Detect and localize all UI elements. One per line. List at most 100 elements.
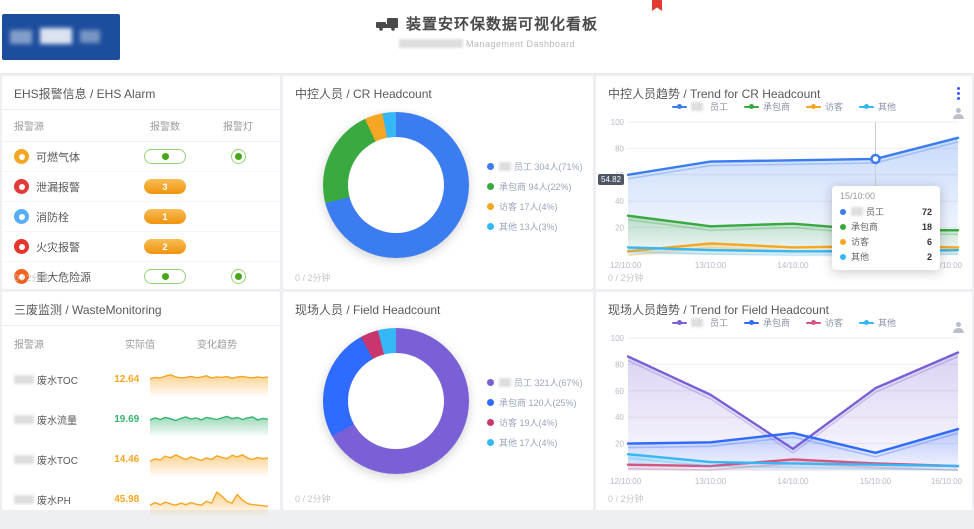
legend-marker: [671, 103, 687, 109]
alarm-count-pill: [144, 149, 186, 164]
page-title: 装置安环保数据可视化看板: [405, 16, 598, 33]
monitor-value: 12.64: [114, 373, 140, 385]
redacted-text: [14, 414, 34, 424]
donut-chart[interactable]: [323, 328, 469, 474]
legend-item[interactable]: 其他: [859, 316, 896, 329]
legend-marker: [859, 103, 875, 109]
alarm-count-pill: [144, 269, 186, 284]
sparkline: [150, 522, 268, 529]
svg-text:16/10:00: 16/10:00: [931, 261, 963, 270]
legend-label: 访客 19人(4%): [499, 418, 558, 428]
alarm-source-name: 泄漏报警: [36, 181, 80, 194]
legend-item[interactable]: 员工 321人(67%): [487, 376, 583, 389]
redacted-text: [690, 102, 703, 111]
alarm-source-icon: [14, 209, 29, 224]
legend-label: 访客: [825, 102, 844, 112]
legend-item[interactable]: 其他 13人(3%): [487, 220, 583, 233]
donut-chart[interactable]: [323, 112, 469, 258]
tooltip-header: 15/10:00: [840, 191, 876, 201]
tooltip-value: 18: [921, 221, 932, 232]
red-flag-icon: [652, 0, 662, 11]
redacted-text: [14, 494, 34, 504]
alarm-source-name: 重大危险源: [36, 271, 91, 284]
monitor-name: 废水流量: [14, 412, 103, 427]
svg-text:14/10:00: 14/10:00: [777, 477, 809, 486]
legend-dot: [487, 439, 494, 446]
user-icon[interactable]: [953, 322, 964, 333]
table-row: 消防栓 1: [2, 202, 280, 232]
legend-item[interactable]: 承包商 94人(22%): [487, 180, 583, 193]
alarm-light-icon: [230, 149, 246, 164]
tooltip-row: 员工 72: [840, 204, 932, 219]
legend-item[interactable]: 承包商: [743, 100, 790, 113]
user-icon[interactable]: [953, 108, 964, 119]
svg-text:12/10:00: 12/10:00: [610, 477, 642, 486]
svg-text:100: 100: [611, 334, 625, 343]
alarm-light-cell: [208, 149, 268, 164]
svg-text:12/10:00: 12/10:00: [610, 261, 642, 270]
table-row: 可燃气体: [2, 142, 280, 172]
refresh-countdown: 0 / 2分钟: [14, 273, 50, 283]
panel-title: 中控人员趋势 / Trend for CR Headcount: [608, 87, 821, 101]
legend-dot: [840, 238, 846, 245]
legend-item[interactable]: 员工: [671, 100, 728, 113]
field-trend-chart[interactable]: 20 40 60 80 100 12/10:00 13/10:00 14/10:00 15/10…: [608, 330, 964, 490]
redacted-text: [398, 39, 463, 48]
panel-ehs-alarm: EHS报警信息 / EHS Alarm 报警源 报警数 报警灯 可燃气体 泄漏报警…: [2, 76, 280, 292]
refresh-countdown: 0 / 2分钟: [295, 273, 331, 283]
svg-text:15/10:00: 15/10:00: [860, 477, 892, 486]
table-row: 废水TOC 14.46: [2, 439, 280, 479]
table-row: 泄漏报警 3: [2, 172, 280, 202]
monitor-trend: [150, 482, 268, 516]
legend-dot: [487, 399, 494, 406]
table-row: 废水TOC 12.64: [2, 359, 280, 399]
legend-dot: [487, 203, 494, 210]
legend-item[interactable]: 员工 304人(71%): [487, 160, 583, 173]
svg-text:40: 40: [615, 197, 624, 206]
legend-label: 其他: [878, 318, 897, 328]
legend-dot: [487, 163, 494, 170]
company-logo: [2, 14, 120, 60]
legend-item[interactable]: 访客 19人(4%): [487, 416, 583, 429]
alarm-source-icon: [14, 239, 29, 254]
panel-title: EHS报警信息 / EHS Alarm: [2, 76, 280, 110]
chart-legend: 员工 321人(67%) 承包商 120人(25%) 访客 19人(4%) 其他 17…: [487, 376, 583, 449]
tooltip-label: 其他: [851, 252, 870, 262]
legend-item[interactable]: 访客: [806, 100, 843, 113]
alarm-light-cell: [208, 269, 268, 284]
alarm-count-cell: 2: [122, 239, 208, 254]
tooltip-value: 72: [921, 206, 932, 217]
svg-text:80: 80: [615, 144, 624, 153]
panel-title: 中控人员 / CR Headcount: [295, 87, 432, 101]
green-dot: [161, 153, 169, 160]
legend-item[interactable]: 承包商 120人(25%): [487, 396, 583, 409]
chart-legend: 员工 304人(71%) 承包商 94人(22%) 访客 17人(4%) 其他 13人…: [487, 160, 583, 233]
tooltip-label: 承包商: [851, 222, 879, 232]
legend-item[interactable]: 其他: [859, 100, 896, 113]
monitor-trend: [150, 402, 268, 436]
legend-item[interactable]: 承包商: [743, 316, 790, 329]
tooltip-rows: 员工 72 承包商 18 访客 6 其他 2: [840, 204, 932, 264]
monitor-value: 45.98: [114, 493, 140, 505]
kebab-menu-icon[interactable]: [954, 84, 963, 103]
redacted-text: [499, 378, 511, 387]
legend-item[interactable]: 访客: [806, 316, 843, 329]
table-row: 废水流量 19.69: [2, 399, 280, 439]
legend-dot: [487, 419, 494, 426]
tooltip-value: 6: [926, 236, 932, 247]
legend-item[interactable]: 其他 17人(4%): [487, 436, 583, 449]
monitor-name: 废水PH: [14, 492, 103, 507]
redacted-text: [851, 207, 863, 216]
legend-item[interactable]: 访客 17人(4%): [487, 200, 583, 213]
legend-dot: [840, 253, 846, 260]
legend-item[interactable]: 员工: [671, 316, 728, 329]
panel-field-trend: 现场人员趋势 / Trend for Field Headcount 员工 承包商…: [596, 292, 972, 510]
page-subtitle: Management Dashboard: [465, 39, 576, 49]
table-row: 重大危险源: [2, 262, 280, 292]
alarm-source-icon: [14, 269, 29, 284]
panel-field-headcount: 现场人员 / Field Headcount 员工 321人(67%) 承包商 1…: [283, 292, 593, 510]
legend-label: 承包商 120人(25%): [499, 398, 577, 408]
legend-label: 员工 304人(71%): [514, 162, 583, 172]
alarm-light-icon: [230, 269, 246, 284]
